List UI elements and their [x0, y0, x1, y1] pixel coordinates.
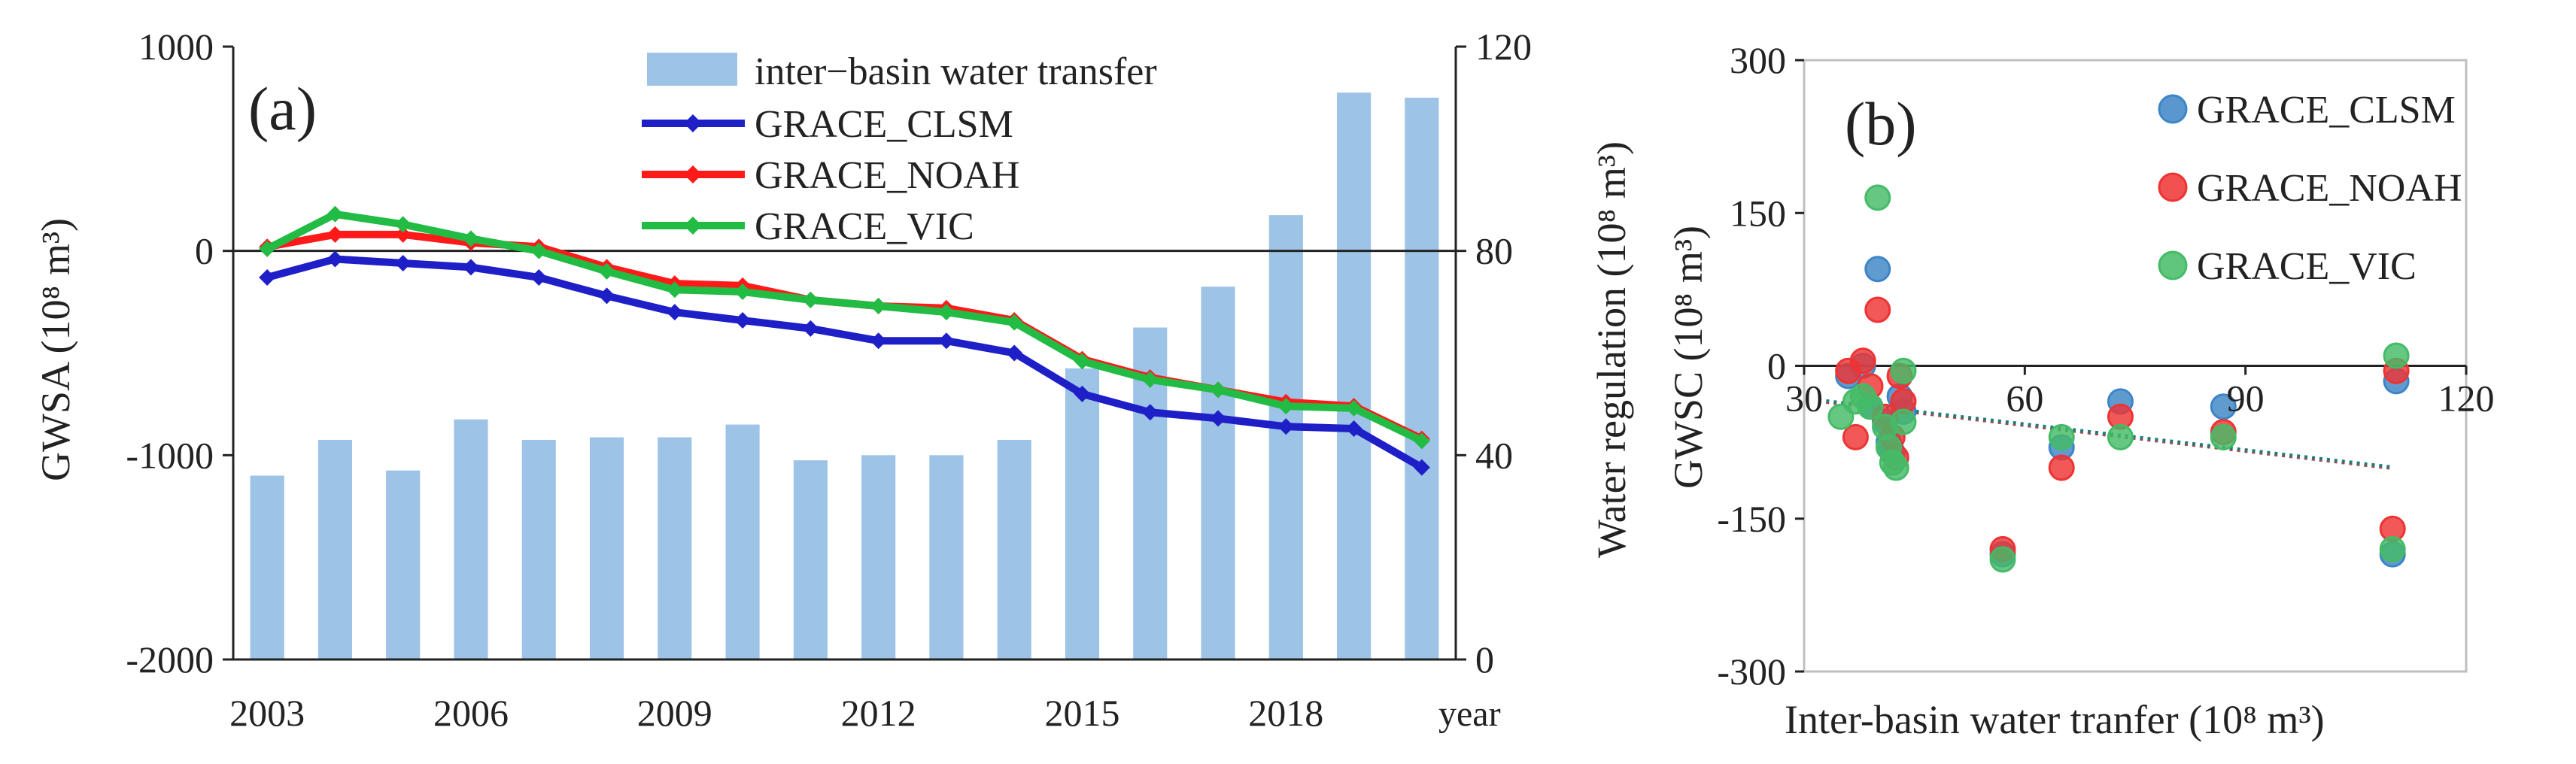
legend-a: inter−basin water transfer GRACE_CLSM GRAC… — [642, 50, 1157, 248]
point-grace-clsm-2004 — [327, 251, 343, 268]
legend-b-marker-grace-clsm — [2159, 96, 2186, 123]
legend-b-label-grace-vic: GRACE_VIC — [2197, 245, 2417, 288]
y-tick-label-b: 300 — [1730, 39, 1786, 81]
left-tick-label: -2000 — [126, 638, 214, 681]
scatter-points — [1829, 186, 2408, 571]
left-tick-label: -1000 — [126, 434, 214, 476]
bar-2005 — [386, 471, 420, 659]
left-y-axis-title: GWSA (10⁸ m³) — [33, 218, 78, 481]
point-grace-vic-16 — [2384, 344, 2408, 368]
x-tick-label-2018: 2018 — [1248, 692, 1323, 734]
point-grace-vic-2012 — [870, 298, 887, 314]
y-tick-label-b: -150 — [1717, 498, 1786, 540]
x-tick-label-2015: 2015 — [1044, 692, 1119, 734]
point-grace-vic-14 — [2211, 425, 2235, 449]
bar-2011 — [794, 460, 828, 659]
point-grace-noah-1 — [1843, 425, 1867, 449]
point-grace-clsm-2010 — [734, 312, 751, 329]
legend-label-grace-noah: GRACE_NOAH — [755, 154, 1019, 197]
panel-b: 300 150 0 -150 -300 30 60 90 120 (b) Inter-basin… — [1666, 39, 2495, 742]
x-tick-label-b-90: 90 — [2227, 377, 2265, 420]
point-grace-clsm-2005 — [395, 255, 412, 271]
point-grace-vic-11 — [1991, 547, 2015, 571]
panel-a: 1000 0 -1000 -2000 120 80 40 0 2003 2006 2009 2012 2… — [33, 26, 1634, 734]
right-y-axis-title: Water regulation (10⁸ m³) — [1589, 141, 1634, 558]
point-grace-clsm-2012 — [870, 332, 887, 349]
point-grace-clsm-2003 — [259, 269, 275, 286]
legend-swatch-transfer — [647, 53, 737, 86]
legend-marker-grace-clsm — [684, 114, 702, 132]
x-tick-label-2012: 2012 — [841, 692, 916, 734]
point-grace-vic-10 — [1891, 410, 1915, 434]
point-grace-clsm-2013 — [938, 332, 955, 349]
right-tick-label: 0 — [1475, 638, 1494, 681]
point-grace-vic-12 — [2049, 425, 2073, 449]
legend-b-label-grace-clsm: GRACE_CLSM — [2197, 89, 2456, 132]
bar-2004 — [318, 440, 352, 659]
panel-a-label: (a) — [248, 74, 317, 143]
right-tick-label: 80 — [1475, 230, 1513, 272]
bar-2007 — [522, 440, 556, 659]
legend-b-label-grace-noah: GRACE_NOAH — [2197, 167, 2462, 210]
bar-2019 — [1337, 92, 1371, 659]
legend-b: GRACE_CLSM GRACE_NOAH GRACE_VIC — [2159, 89, 2462, 288]
bar-2013 — [929, 455, 963, 659]
right-tick-label: 120 — [1475, 26, 1532, 68]
x-tick-label-2006: 2006 — [433, 692, 509, 734]
point-grace-clsm-2011 — [802, 320, 819, 337]
bar-2017 — [1201, 286, 1235, 659]
panel-b-label: (b) — [1845, 89, 1917, 158]
left-tick-label: 0 — [195, 230, 214, 272]
legend-marker-grace-noah — [684, 165, 702, 183]
point-grace-noah-2 — [1851, 349, 1875, 373]
y-tick-label-b: -300 — [1717, 650, 1786, 693]
legend-label-transfer: inter−basin water transfer — [755, 50, 1157, 93]
point-grace-vic-9 — [1891, 359, 1915, 383]
point-grace-vic-13 — [2108, 425, 2132, 449]
bar-2009 — [658, 438, 691, 659]
bar-2003 — [251, 476, 284, 660]
point-grace-vic-2005 — [395, 216, 412, 232]
legend-label-grace-clsm: GRACE_CLSM — [755, 103, 1013, 146]
legend-marker-grace-vic — [684, 217, 702, 235]
legend-b-marker-grace-vic — [2159, 252, 2186, 279]
point-grace-clsm-2009 — [667, 304, 683, 320]
line-grace-clsm — [267, 259, 1422, 468]
bar-2008 — [590, 438, 624, 659]
point-grace-vic-4 — [1866, 186, 1890, 210]
point-grace-clsm-2006 — [463, 259, 479, 275]
point-grace-vic-2011 — [802, 292, 819, 308]
point-grace-clsm-3 — [1866, 257, 1890, 281]
point-grace-clsm-2007 — [530, 269, 547, 286]
x-tick-label-2009: 2009 — [637, 692, 712, 734]
point-grace-noah-4 — [1866, 298, 1890, 322]
x-tick-label-b-60: 60 — [2006, 377, 2043, 420]
bar-2015 — [1065, 368, 1099, 659]
point-grace-vic-3 — [1858, 395, 1882, 419]
point-grace-clsm-2008 — [599, 287, 615, 304]
right-tick-label: 40 — [1475, 434, 1513, 476]
bar-2020 — [1405, 98, 1438, 659]
x-tick-label-b-120: 120 — [2438, 377, 2495, 420]
figure: 1000 0 -1000 -2000 120 80 40 0 2003 2006 2009 2012 2… — [0, 0, 2576, 764]
bar-2010 — [726, 425, 760, 659]
point-grace-noah-11 — [2049, 456, 2073, 480]
legend-b-marker-grace-noah — [2159, 174, 2186, 201]
point-grace-vic-15 — [2380, 537, 2404, 561]
point-grace-noah-2004 — [327, 226, 343, 243]
x-tick-label-b-30: 30 — [1785, 377, 1823, 420]
x-tick-label-2003: 2003 — [229, 692, 305, 734]
year-label: year — [1438, 694, 1501, 734]
bar-2006 — [454, 420, 488, 659]
x-axis-title-b: Inter-basin water tranfer (10⁸ m³) — [1785, 697, 2325, 742]
y-tick-label-b: 150 — [1730, 192, 1786, 234]
bar-2012 — [861, 455, 895, 659]
bar-2014 — [998, 440, 1031, 659]
left-tick-label: 1000 — [138, 26, 214, 68]
bar-2018 — [1269, 215, 1303, 659]
y-axis-title-b: GWSC (10⁸ m³) — [1666, 226, 1711, 489]
y-tick-label-b: 0 — [1767, 345, 1786, 387]
legend-label-grace-vic: GRACE_VIC — [755, 205, 974, 248]
point-grace-vic-8 — [1884, 456, 1908, 480]
